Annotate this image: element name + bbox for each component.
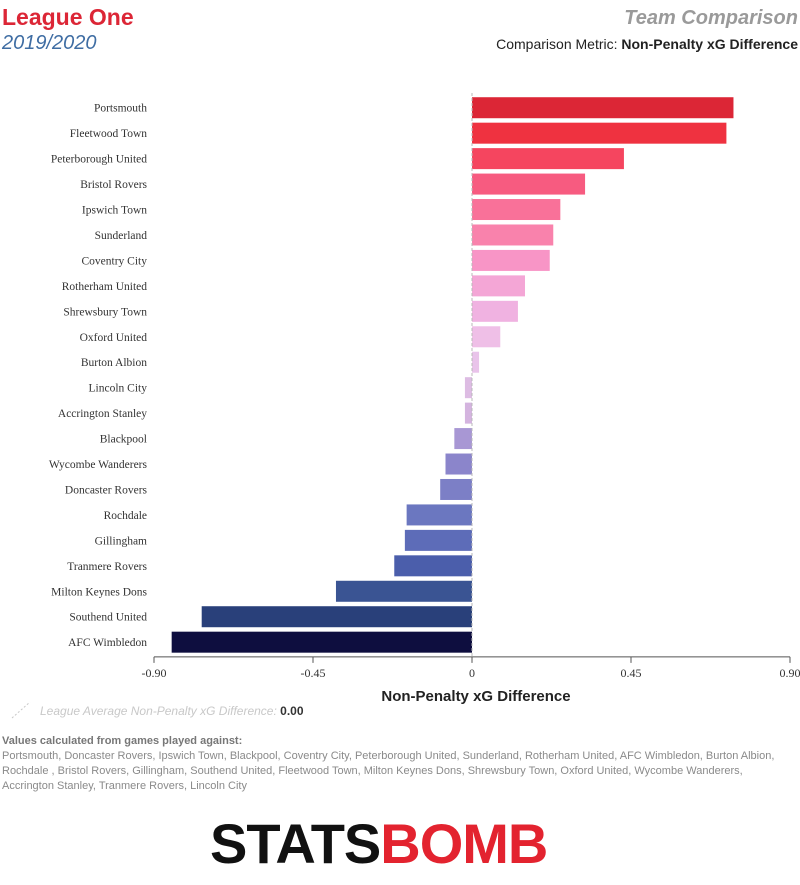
logo-bomb: BOMB [380, 812, 548, 875]
league-title: League One [2, 4, 134, 30]
metric-name: Non-Penalty xG Difference [621, 36, 798, 52]
bar [472, 199, 561, 221]
bar [404, 529, 472, 551]
x-tick-label: -0.45 [301, 666, 326, 680]
bar [445, 453, 472, 475]
bar [394, 555, 472, 577]
bar [472, 351, 480, 373]
bar [406, 504, 472, 526]
team-label: Bristol Rovers [80, 179, 147, 191]
team-label: Peterborough United [51, 154, 147, 166]
metric-prefix: Comparison Metric: [496, 36, 618, 52]
team-label: Tranmere Rovers [67, 561, 147, 573]
team-label: Portsmouth [94, 103, 147, 115]
team-label: Burton Albion [81, 357, 147, 369]
bar [464, 402, 472, 424]
team-label: Gillingham [95, 535, 147, 547]
team-label: Blackpool [100, 434, 147, 446]
logo-stats: STATS [210, 812, 381, 875]
bar [472, 97, 734, 119]
bar [472, 148, 624, 170]
bar-chart: Portsmouth Fleetwood Town Peterborough Uni… [49, 93, 800, 705]
season-label: 2019/2020 [2, 32, 97, 54]
bar [472, 224, 554, 246]
team-label: Lincoln City [89, 383, 148, 395]
bar [472, 326, 501, 348]
footnote: Values calculated from games played agai… [2, 734, 792, 794]
team-label: Sunderland [95, 230, 148, 242]
team-label: Rochdale [104, 510, 147, 522]
statsbomb-logo: STATSBOMB [210, 816, 590, 872]
team-label: Ipswich Town [82, 205, 147, 217]
x-tick-label: 0.90 [780, 666, 800, 680]
bar [440, 478, 472, 500]
page-title: Team Comparison [624, 7, 798, 29]
team-label: Coventry City [82, 255, 148, 267]
bar [472, 249, 550, 271]
team-label: Doncaster Rovers [65, 484, 148, 496]
league-average-value: 0.00 [280, 704, 304, 718]
team-label: Wycombe Wanderers [49, 459, 148, 471]
team-label: AFC Wimbledon [68, 637, 147, 649]
team-label: Fleetwood Town [70, 128, 147, 140]
bar [171, 631, 472, 653]
team-label: Accrington Stanley [58, 408, 147, 420]
bar [472, 300, 518, 322]
team-label: Southend United [69, 612, 147, 624]
x-axis-title: Non-Penalty xG Difference [381, 688, 570, 705]
dashed-line-icon [11, 701, 31, 719]
bar [472, 122, 727, 144]
team-label: Shrewsbury Town [63, 306, 147, 318]
bar [454, 428, 472, 450]
bar [464, 377, 472, 399]
footnote-teams: Portsmouth, Doncaster Rovers, Ipswich To… [2, 750, 775, 792]
team-label: Oxford United [80, 332, 148, 344]
team-label: Rotherham United [62, 281, 148, 293]
x-tick-label: 0 [469, 666, 475, 680]
bar [472, 275, 525, 297]
footnote-heading: Values calculated from games played agai… [2, 735, 243, 747]
x-tick-label: 0.45 [621, 666, 642, 680]
bar [201, 606, 472, 628]
league-average-label: League Average Non-Penalty xG Difference… [40, 704, 277, 718]
x-tick-label: -0.90 [142, 666, 167, 680]
team-label: Milton Keynes Dons [51, 586, 147, 598]
bar [335, 580, 472, 602]
comparison-metric: Comparison Metric: Non-Penalty xG Differ… [496, 36, 798, 52]
bar [472, 173, 586, 195]
